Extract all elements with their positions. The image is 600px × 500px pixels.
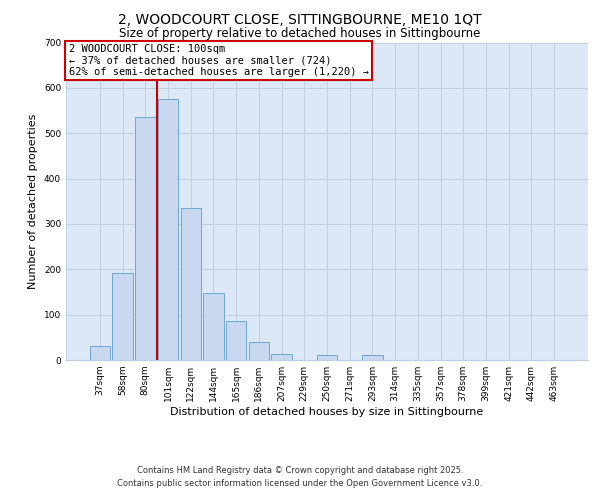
Bar [362, 356, 383, 360]
X-axis label: Distribution of detached houses by size in Sittingbourne: Distribution of detached houses by size … [170, 407, 484, 417]
Text: 2, WOODCOURT CLOSE, SITTINGBOURNE, ME10 1QT: 2, WOODCOURT CLOSE, SITTINGBOURNE, ME10 … [118, 12, 482, 26]
Bar [112, 274, 133, 360]
Bar [90, 346, 110, 360]
Bar [135, 118, 155, 360]
Bar [248, 342, 269, 360]
Text: Contains HM Land Registry data © Crown copyright and database right 2025.
Contai: Contains HM Land Registry data © Crown c… [118, 466, 482, 487]
Text: Size of property relative to detached houses in Sittingbourne: Size of property relative to detached ho… [119, 28, 481, 40]
Bar [226, 321, 247, 360]
Bar [317, 356, 337, 360]
Bar [203, 293, 224, 360]
Bar [181, 208, 201, 360]
Text: 2 WOODCOURT CLOSE: 100sqm
← 37% of detached houses are smaller (724)
62% of semi: 2 WOODCOURT CLOSE: 100sqm ← 37% of detac… [68, 44, 368, 78]
Y-axis label: Number of detached properties: Number of detached properties [28, 114, 38, 289]
Bar [271, 354, 292, 360]
Bar [158, 99, 178, 360]
